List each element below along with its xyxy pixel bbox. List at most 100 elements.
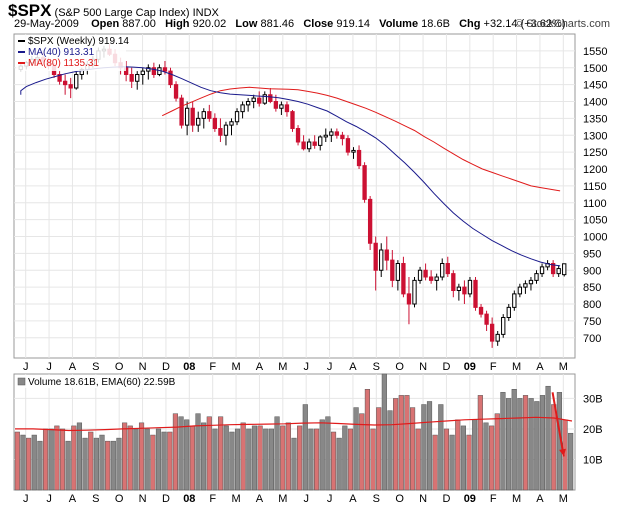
volume-bar: [517, 398, 523, 491]
candle-body: [190, 107, 195, 126]
volume-bar: [381, 373, 387, 491]
volume-bar: [42, 428, 49, 491]
volume-bar: [505, 398, 512, 491]
price-y-tick-label: 1550: [583, 46, 607, 58]
stockcharts-copyright: © StockCharts.com: [515, 18, 610, 30]
candle-body: [473, 279, 478, 308]
volume-x-tick-label: 09: [464, 493, 476, 505]
price-y-tick-label: 1350: [583, 113, 607, 125]
candle-body: [306, 141, 312, 150]
volume-x-tick-label: F: [490, 493, 497, 505]
candle-body: [401, 263, 406, 295]
high-value: 920.02: [192, 18, 227, 30]
volume-bar: [263, 428, 269, 491]
volume-bar: [404, 395, 410, 491]
candle-body: [417, 269, 423, 281]
price-x-tick-label: M: [231, 361, 240, 373]
volume-bar: [359, 413, 365, 491]
candle-body: [140, 70, 145, 75]
price-x-tick-label: A: [536, 361, 544, 373]
volume-bar: [71, 425, 77, 491]
candle-body: [506, 306, 511, 318]
candle-body: [173, 84, 179, 99]
volume-bar: [223, 425, 229, 491]
candle-body: [445, 263, 450, 275]
candle-body: [151, 67, 157, 75]
candle-body: [245, 101, 251, 106]
volume-bar: [511, 389, 517, 491]
candle-body: [223, 124, 229, 136]
price-y-tick-label: 1300: [583, 130, 607, 142]
candle-body: [356, 149, 362, 167]
symbol: $SPX: [8, 1, 52, 20]
volume-bar: [161, 431, 167, 491]
candle-body: [234, 111, 240, 123]
candle-body: [423, 269, 428, 278]
candle-body: [556, 268, 561, 275]
volume-bar: [410, 407, 416, 491]
volume-bar: [522, 395, 529, 491]
price-y-tick-label: 1200: [583, 164, 607, 176]
price-x-tick-label: S: [373, 361, 380, 373]
price-y-tick-label: 1000: [583, 232, 607, 244]
volume-bar: [291, 437, 297, 491]
volume-x-tick-label: N: [139, 493, 147, 505]
price-x-tick-label: 08: [183, 361, 195, 373]
volume-bar: [218, 416, 224, 491]
price-legend-entry: MA(40) 913.31: [28, 47, 95, 58]
volume-bar: [48, 428, 54, 491]
price-x-tick-label: O: [395, 361, 404, 373]
candle-body: [68, 84, 73, 89]
volume-x-tick-label: J: [327, 493, 333, 505]
candle-body: [295, 128, 301, 143]
candle-body: [478, 306, 484, 315]
volume-bar: [325, 416, 331, 491]
price-y-tick-label: 950: [583, 248, 601, 260]
candle-body: [74, 74, 79, 89]
volume-x-tick-label: J: [23, 493, 29, 505]
close-label: Close: [303, 18, 334, 30]
volume-x-tick-label: J: [46, 493, 52, 505]
candle-body: [373, 242, 378, 271]
volume-bar: [297, 425, 303, 491]
volume-bar: [319, 419, 325, 491]
volume-bar: [37, 440, 43, 491]
price-x-tick-label: 09: [464, 361, 476, 373]
candle-body: [562, 263, 567, 276]
price-x-tick-label: S: [92, 361, 99, 373]
volume-bar: [438, 404, 444, 491]
candle-body: [168, 70, 173, 86]
legend-swatch: [17, 377, 26, 386]
volume-x-tick-label: A: [349, 493, 357, 505]
volume-bar: [534, 401, 540, 491]
price-y-tick-label: 1100: [583, 198, 607, 210]
price-x-tick-label: M: [559, 361, 568, 373]
candle-body: [406, 293, 412, 305]
price-y-tick-label: 1500: [583, 63, 607, 75]
volume-bar: [195, 413, 201, 491]
volume-label: Volume: [379, 18, 419, 30]
price-x-tick-label: A: [349, 361, 357, 373]
candle-body: [129, 74, 134, 82]
candle-body: [501, 317, 506, 335]
volume-bar: [568, 432, 574, 491]
candle-body: [384, 249, 389, 261]
volume-bar: [353, 407, 359, 491]
volume-x-tick-label: D: [442, 493, 450, 505]
candle-body: [284, 104, 290, 113]
volume-bar: [449, 434, 455, 491]
volume-bar: [336, 437, 342, 491]
volume-x-tick-label: A: [536, 493, 544, 505]
volume-bar: [257, 425, 263, 491]
candle-body: [312, 141, 317, 146]
candle-body: [495, 333, 500, 342]
volume-bar: [184, 419, 190, 491]
volume-bar: [308, 428, 314, 491]
candle-body: [273, 101, 279, 109]
volume-x-tick-label: J: [303, 493, 309, 505]
price-x-tick-label: A: [256, 361, 264, 373]
volume-x-tick-label: O: [115, 493, 124, 505]
volume-x-tick-label: 08: [183, 493, 195, 505]
candle-body: [290, 111, 295, 129]
